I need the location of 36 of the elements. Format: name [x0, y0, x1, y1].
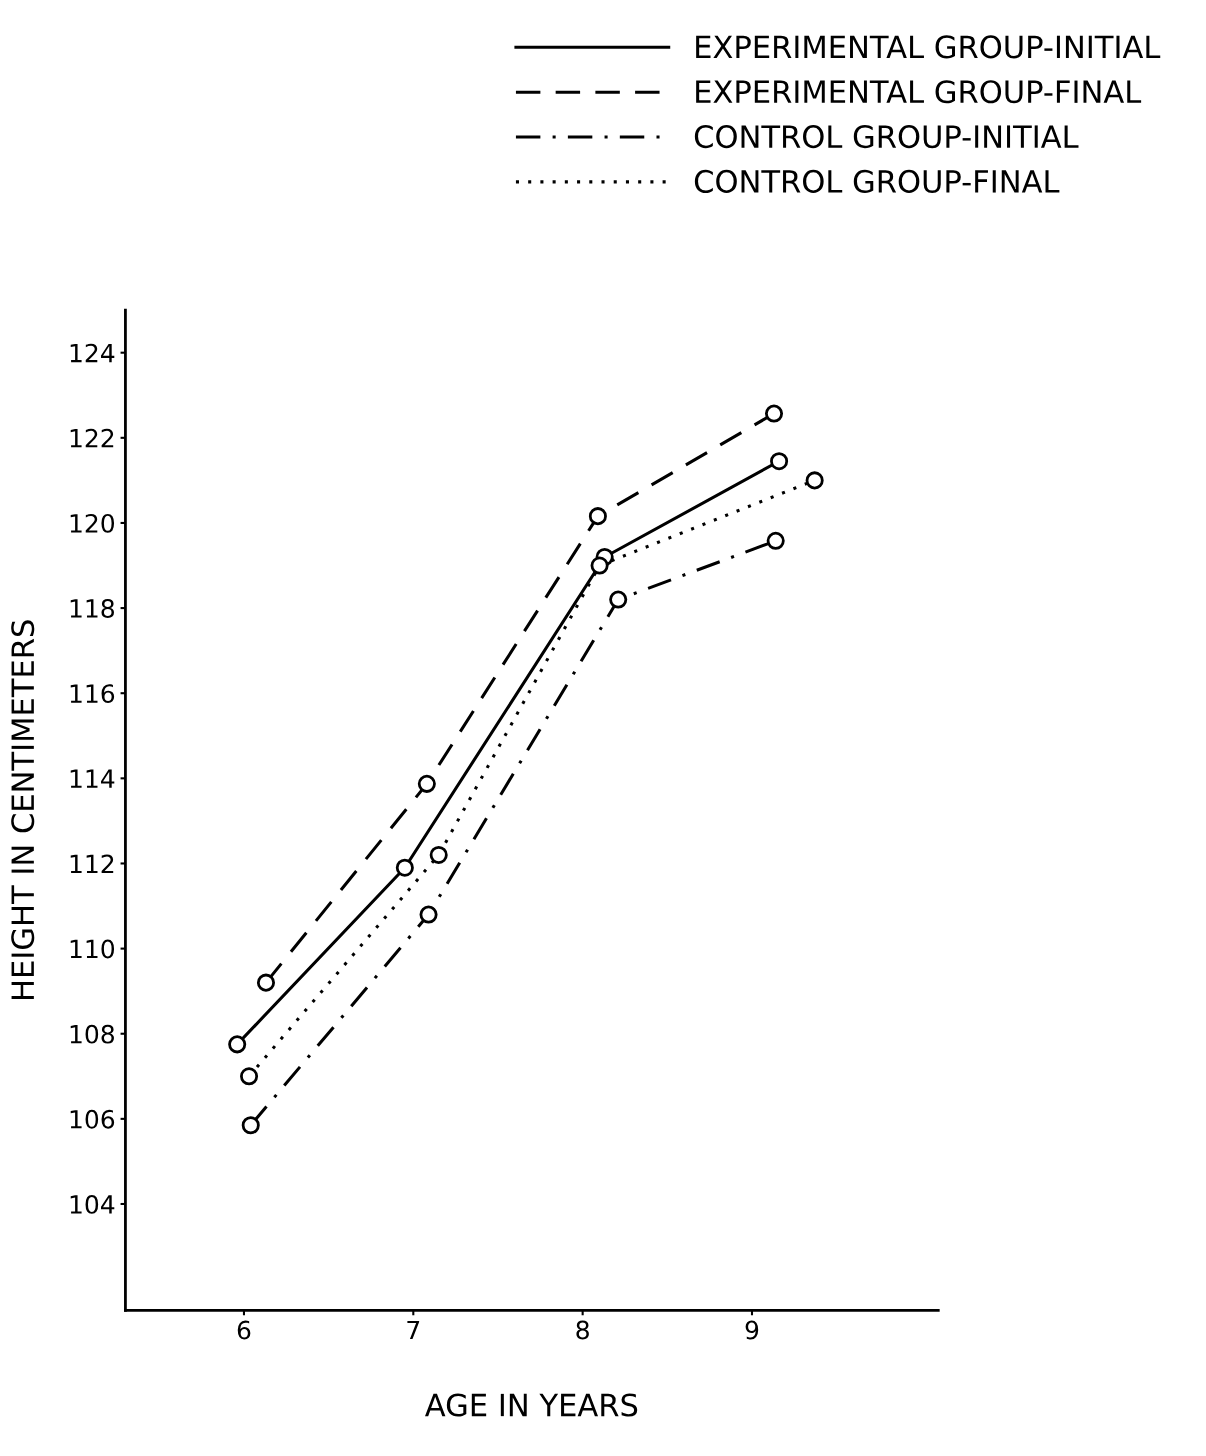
x-tick-label: 8	[576, 1320, 589, 1340]
point	[766, 531, 785, 550]
legend-label: EXPERIMENTAL GROUP-INITIAL	[696, 35, 1161, 59]
x-tick-label: 9	[745, 1320, 759, 1340]
y-tick-label: 108	[70, 1024, 114, 1044]
point	[429, 845, 448, 864]
y-tick-label: 124	[70, 343, 115, 363]
point	[609, 590, 628, 609]
y-tick-label: 120	[70, 513, 115, 533]
point	[419, 905, 438, 924]
legend-label: EXPERIMENTAL GROUP-FINAL	[696, 80, 1142, 104]
y-axis-title: HEIGHT IN CENTIMETERS	[11, 620, 35, 999]
legend-label: CONTROL GROUP-INITIAL	[694, 125, 1079, 149]
legend-label: CONTROL GROUP-FINAL	[694, 169, 1060, 193]
x-tick-label: 7	[407, 1320, 420, 1340]
point	[395, 858, 414, 877]
x-axis-title: AGE IN YEARS	[425, 1393, 638, 1417]
y-tick-label: 118	[70, 599, 114, 618]
y-tick-label: 116	[70, 684, 115, 704]
point	[240, 1067, 259, 1086]
x-tick-label: 6	[237, 1320, 251, 1340]
y-tick-label: 112	[70, 854, 114, 873]
y-tick-label: 106	[70, 1109, 115, 1129]
point	[417, 774, 436, 793]
point	[241, 1116, 260, 1135]
point	[256, 973, 276, 992]
point	[764, 404, 784, 423]
y-tick-label: 122	[70, 428, 114, 448]
y-tick-label: 114	[70, 769, 115, 788]
point	[805, 471, 824, 490]
point	[770, 452, 789, 471]
point	[588, 507, 607, 526]
y-tick-label: 104	[70, 1194, 115, 1214]
point	[228, 1035, 247, 1054]
y-tick-label: 110	[70, 939, 115, 959]
point	[590, 556, 609, 575]
